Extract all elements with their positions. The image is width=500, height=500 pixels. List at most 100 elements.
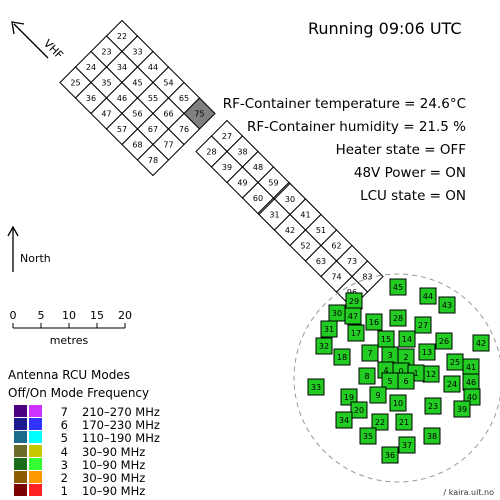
power-status: 48V Power = ON (353, 165, 466, 181)
running-time-title: Running 09:06 UTC (308, 19, 462, 38)
hba-antenna-label: 26 (439, 337, 449, 346)
hba-antenna (335, 411, 353, 429)
hba-antenna (381, 446, 399, 464)
hba-antenna-label: 9 (375, 391, 380, 400)
tile-group-2-tile-label: 28 (206, 148, 216, 157)
legend-frequency: 170–230 MHz (82, 418, 160, 433)
scale-tick-label: 10 (62, 309, 76, 322)
hba-antenna (344, 307, 362, 325)
hba-antenna (389, 394, 407, 412)
hba-antenna (358, 367, 376, 385)
hba-antenna-label: 42 (476, 339, 486, 348)
tile-group-1-tile-label: 77 (163, 141, 173, 150)
hba-antenna (389, 278, 407, 296)
legend-off-swatch (14, 457, 27, 470)
hba-antenna-label: 28 (393, 314, 403, 323)
hba-antenna-label: 21 (399, 418, 409, 427)
tile-group-2-tile-label: 48 (253, 163, 263, 172)
hba-antenna-label: 29 (349, 297, 359, 306)
hba-antenna (395, 413, 413, 431)
legend-on-swatch (29, 471, 42, 483)
hba-antenna-label: 39 (457, 405, 467, 414)
hba-antenna-label: 31 (324, 325, 334, 334)
heater-status: Heater state = OFF (335, 142, 466, 158)
hba-antenna-label: 10 (393, 399, 403, 408)
hba-antenna (350, 401, 368, 419)
tile-group-3-tile-label: 83 (362, 273, 372, 282)
tile-group-3-tile-label: 73 (347, 257, 357, 266)
tile-group-1-tile-label: 46 (117, 94, 127, 103)
legend-title: Antenna RCU Modes (8, 368, 130, 382)
hba-antenna-label: 41 (466, 363, 476, 372)
hba-antenna (320, 320, 338, 338)
hba-antenna-label: 37 (402, 441, 412, 450)
hba-antenna-label: 32 (319, 342, 329, 351)
tile-group-2-tile-label: 49 (237, 179, 247, 188)
vhf-arrow-head (11, 21, 25, 35)
footer-url: / kaira.uit.no (443, 488, 494, 497)
legend-mode: 2 (60, 471, 68, 485)
tile-group-1-tile-label: 56 (132, 110, 142, 119)
legend-mode: 4 (60, 444, 68, 459)
hba-antenna-label: 30 (332, 309, 342, 318)
temperature-status: RF-Container temperature = 24.6°C (222, 96, 466, 112)
hba-antenna (419, 287, 437, 305)
hba-antenna (435, 332, 453, 350)
hba-antenna-label: 47 (348, 312, 358, 321)
scale-tick-label: 5 (38, 309, 45, 322)
hba-antenna (340, 388, 358, 406)
legend-frequency: 10–90 MHz (82, 457, 146, 472)
hba-antenna (369, 386, 387, 404)
legend-on-swatch (29, 457, 42, 470)
legend-on-swatch (29, 431, 42, 444)
tile-group-3-tile-label: 74 (331, 273, 341, 282)
tile-group-3-tile-label: 52 (300, 242, 310, 251)
legend-frequency: 30–90 MHz (82, 471, 146, 485)
hba-antenna-label: 40 (467, 393, 477, 402)
tile-group-1-tile-label: 25 (70, 79, 80, 88)
legend-on-swatch (29, 418, 42, 431)
hba-antenna-label: 18 (337, 353, 347, 362)
legend-on-swatch (29, 444, 42, 457)
hba-antenna-label: 19 (344, 393, 354, 402)
hba-antenna (315, 337, 333, 355)
legend-off-swatch (14, 431, 27, 444)
tile-group-3-tile-label: 42 (285, 226, 295, 235)
hba-antenna-label: 43 (442, 301, 452, 310)
tile-group-1-tile-label: 22 (117, 32, 127, 41)
tile-group-1-tile-label: 54 (163, 79, 173, 88)
hba-antenna-label: 20 (354, 406, 364, 415)
hba-antenna-label: 33 (311, 383, 321, 392)
legend-header: Off/On Mode Frequency (8, 386, 150, 400)
legend-mode: 5 (60, 431, 68, 446)
legend-frequency: 210–270 MHz (82, 405, 160, 419)
tile-group-1-tile-label: 57 (117, 125, 127, 134)
hba-antenna-label: 13 (422, 348, 432, 357)
tile-group-1-tile-label: 34 (117, 63, 127, 72)
hba-antenna-label: 35 (363, 432, 373, 441)
hba-antenna-label: 5 (387, 377, 392, 386)
legend-frequency: 30–90 MHz (82, 444, 146, 459)
hba-antenna (398, 436, 416, 454)
legend-off-swatch (14, 444, 27, 457)
lcu-status: LCU state = ON (360, 188, 466, 204)
hba-antenna (365, 313, 383, 331)
tile-group-3-tile-label: 41 (300, 211, 310, 220)
tile-group-3-tile-label: 51 (316, 226, 326, 235)
north-arrow-head (7, 225, 19, 237)
tile-group-1-tile-label: 65 (179, 94, 189, 103)
hba-antenna (472, 334, 490, 352)
hba-antenna-label: 38 (427, 432, 437, 441)
hba-antenna (424, 397, 442, 415)
hba-antenna (438, 296, 456, 314)
hba-antenna-label: 4 (383, 366, 388, 375)
vhf-arrow (13, 23, 49, 59)
hba-antenna-label: 45 (393, 283, 403, 292)
hba-antenna (418, 343, 436, 361)
hba-antenna-label: 27 (418, 321, 428, 330)
scale-tick-label: 0 (10, 309, 17, 322)
hba-antenna-label: 3 (387, 351, 392, 360)
hba-antenna (423, 427, 441, 445)
